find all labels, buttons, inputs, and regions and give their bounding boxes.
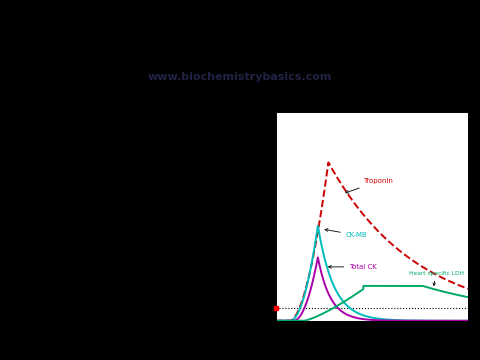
Text: Heart specific LDH: Heart specific LDH — [408, 271, 464, 285]
Text: Total CK: Total CK — [329, 264, 377, 270]
Text: Troponin: Troponin — [346, 178, 393, 193]
Y-axis label: Enzyme activity
(x upper reference value): Enzyme activity (x upper reference value… — [248, 174, 262, 259]
Text: Cardiac Function Test: Cardiac Function Test — [114, 38, 366, 58]
Text: CK-MB: CK-MB — [325, 229, 368, 238]
Text: Myocardial Infarction: Myocardial Infarction — [48, 107, 157, 116]
Text: www.biochemistrybasics.com: www.biochemistrybasics.com — [148, 72, 332, 82]
X-axis label: Time since onset of symptoms (days): Time since onset of symptoms (days) — [307, 334, 437, 340]
